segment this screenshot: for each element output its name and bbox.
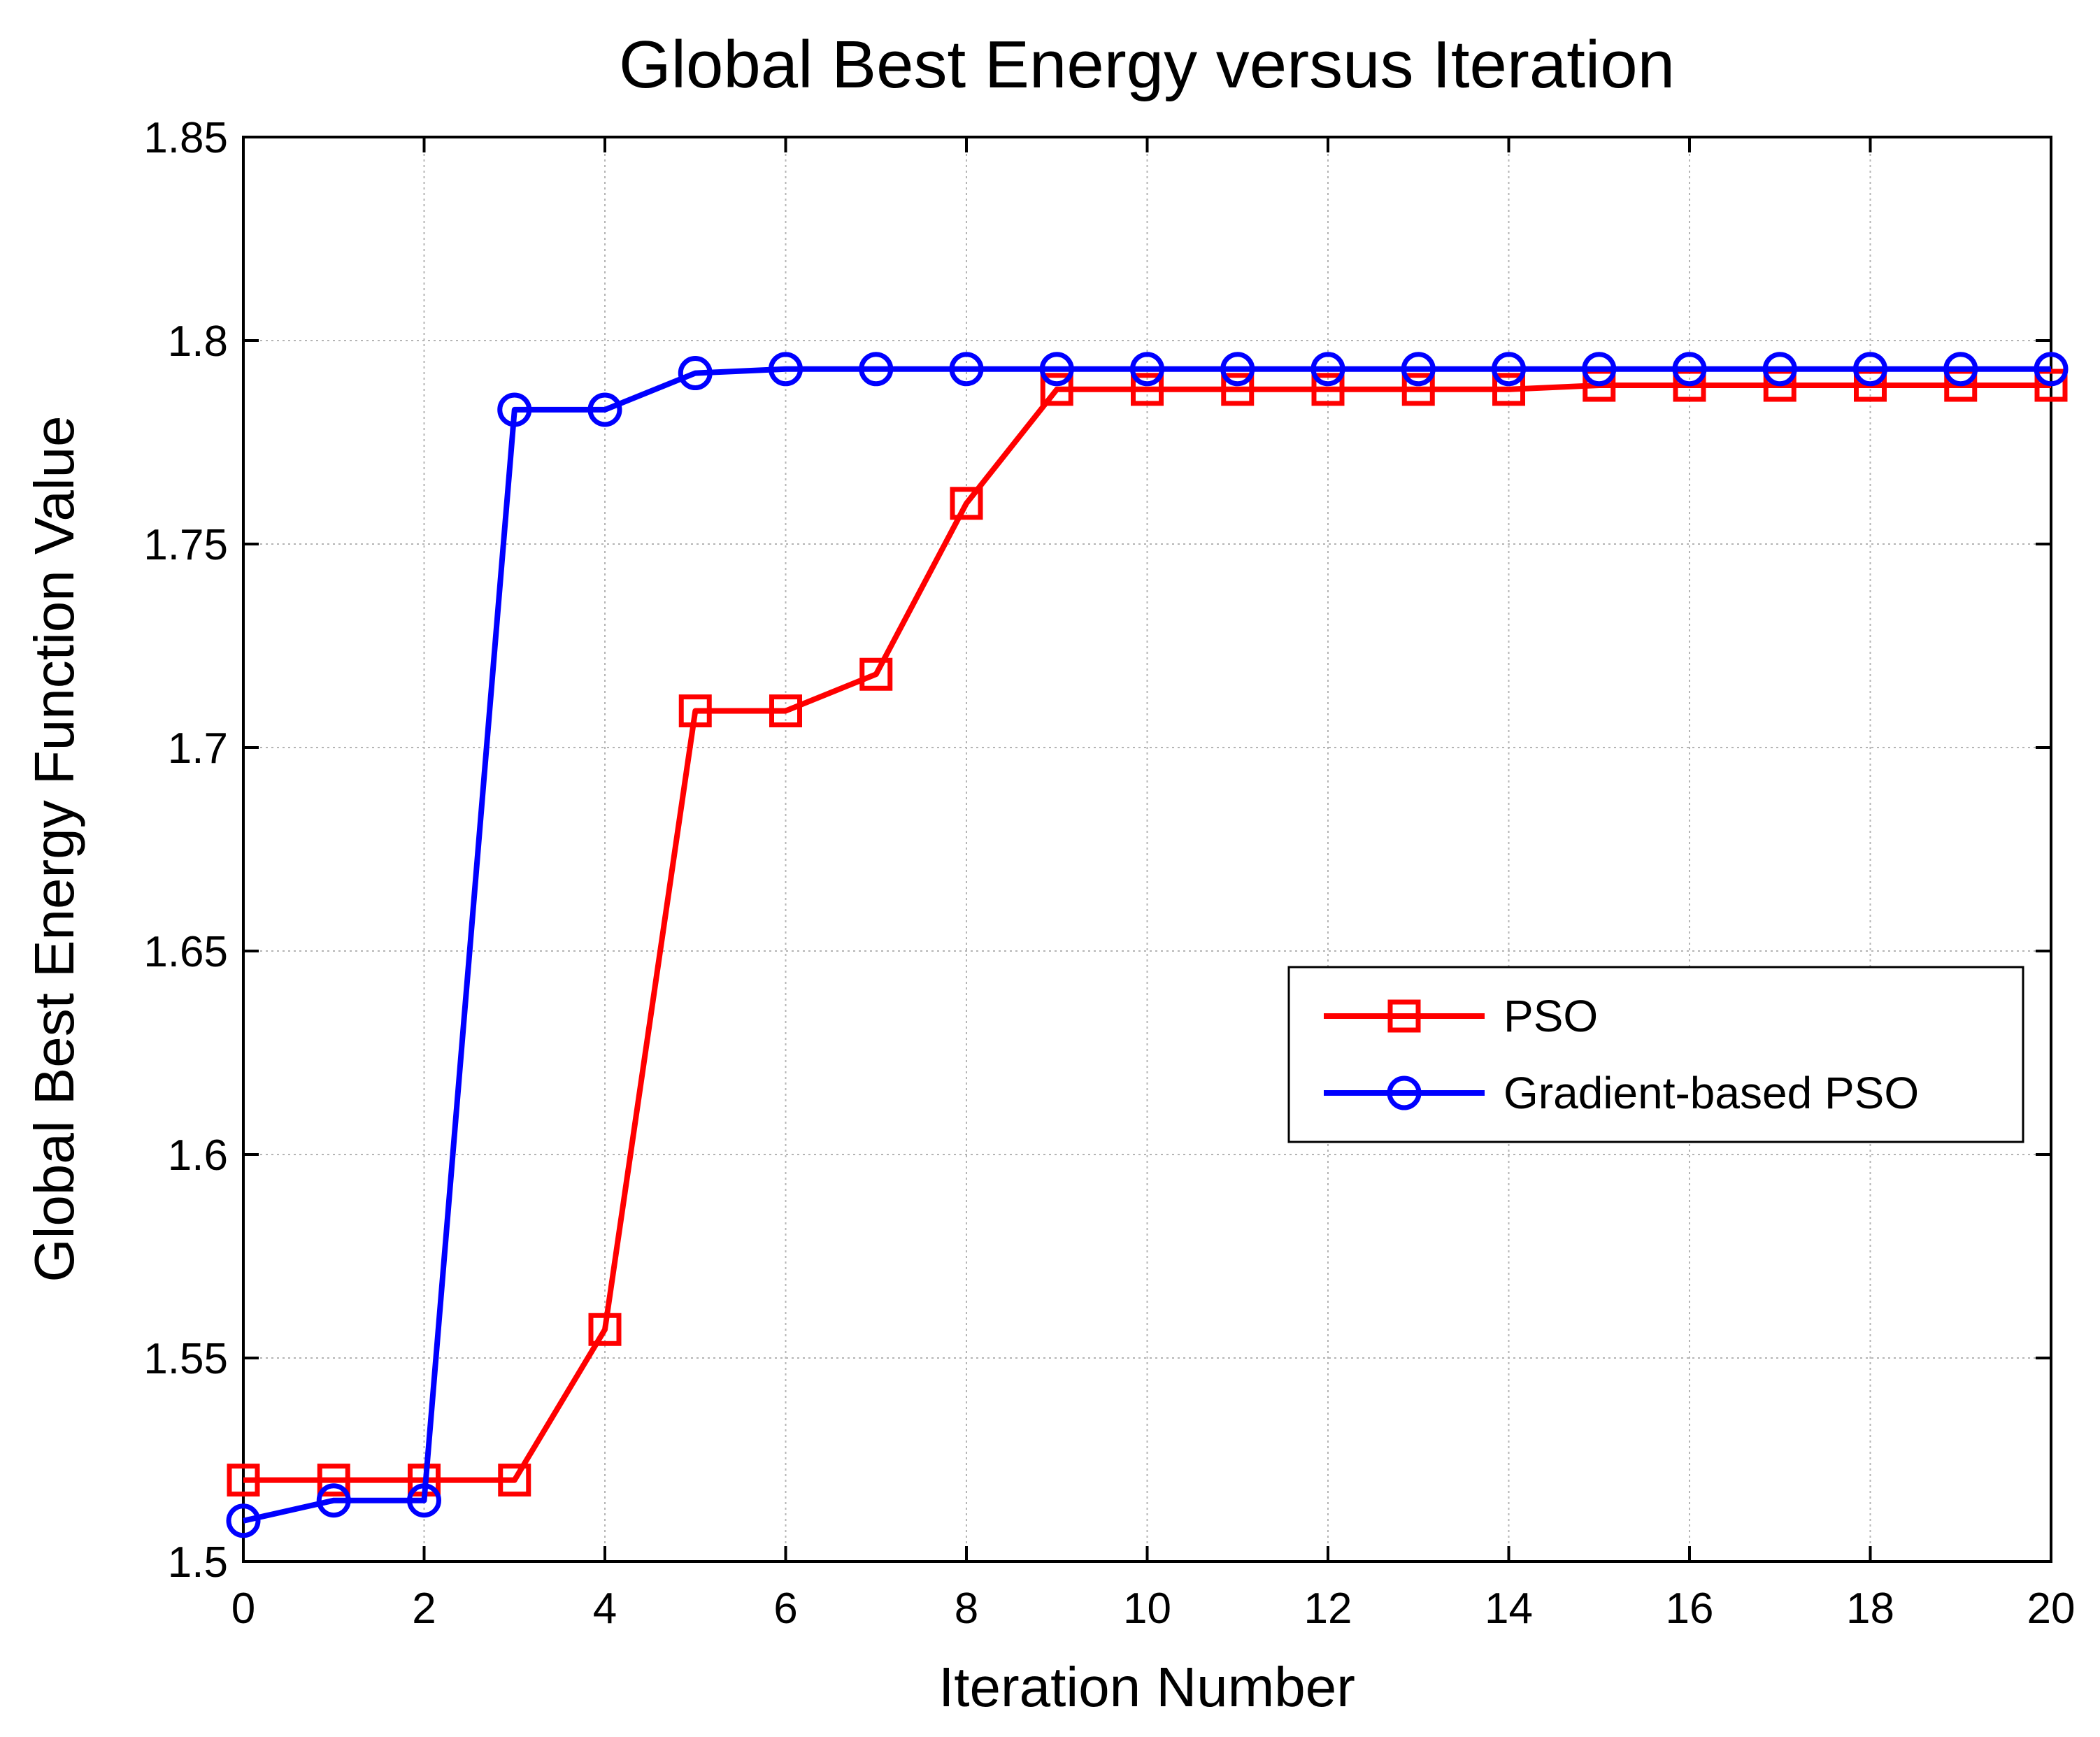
square-marker: [678, 694, 712, 728]
square-marker: [950, 487, 983, 520]
legend-label: PSO: [1503, 991, 1598, 1041]
circle-marker: [678, 356, 713, 391]
tick-marks: [242, 136, 2052, 1563]
circle-marker: [1039, 352, 1074, 387]
circle-marker: [1130, 352, 1164, 387]
legend-square-marker: [1387, 999, 1421, 1033]
x-tick-label: 12: [1304, 1585, 1352, 1633]
circle-marker: [769, 352, 803, 387]
y-tick-labels: 1.5 1.55 1.6 1.65 1.7 1.75 1.8 1.85: [143, 114, 228, 1587]
x-tick-label: 6: [773, 1585, 797, 1633]
circle-marker: [316, 1483, 351, 1518]
y-tick-label: 1.5: [168, 1538, 228, 1587]
series-line: [243, 366, 2051, 1524]
circle-marker: [1943, 352, 1978, 387]
data-series: [226, 352, 2069, 1538]
circle-marker: [1310, 352, 1345, 387]
square-marker: [1131, 373, 1164, 406]
square-marker: [1040, 373, 1073, 406]
x-tick-labels: 0 2 4 6 8 10 12 14 16 18 20: [231, 1585, 2076, 1633]
x-tick-label: 16: [1666, 1585, 1714, 1633]
circle-marker: [587, 392, 622, 427]
circle-marker: [1672, 352, 1707, 387]
x-axis-label: Iteration Number: [938, 1656, 1355, 1718]
x-tick-label: 20: [2027, 1585, 2076, 1633]
circle-marker: [1401, 352, 1436, 387]
x-tick-label: 2: [412, 1585, 436, 1633]
legend: PSO Gradient-based PSO: [1287, 966, 2024, 1143]
square-marker: [1311, 373, 1345, 406]
square-marker: [769, 694, 802, 728]
legend-box: [1287, 966, 2024, 1143]
y-tick-label: 1.85: [143, 114, 228, 162]
series-line: [243, 383, 2051, 1483]
square-marker: [498, 1464, 531, 1497]
y-tick-label: 1.7: [168, 724, 228, 773]
y-tick-label: 1.8: [168, 317, 228, 366]
square-marker: [859, 657, 893, 691]
circle-marker: [949, 352, 984, 387]
square-marker: [588, 1313, 622, 1346]
y-tick-label: 1.75: [143, 521, 228, 569]
square-marker: [1221, 373, 1255, 406]
legend-label: Gradient-based PSO: [1503, 1068, 1919, 1118]
y-tick-label: 1.65: [143, 928, 228, 976]
circle-marker: [1853, 352, 1887, 387]
x-tick-label: 14: [1485, 1585, 1533, 1633]
series-gradient-based-pso: [226, 352, 2069, 1538]
y-axis-label: Global Best Energy Function Value: [23, 415, 85, 1282]
circle-marker: [226, 1503, 261, 1538]
x-tick-label: 18: [1846, 1585, 1894, 1633]
circle-marker: [1762, 352, 1797, 387]
legend-item: Gradient-based PSO: [1324, 1068, 1919, 1118]
x-tick-label: 0: [231, 1585, 255, 1633]
square-marker: [1492, 373, 1525, 406]
legend-item: PSO: [1324, 991, 1598, 1041]
square-marker: [1401, 373, 1435, 406]
circle-marker: [1492, 352, 1526, 387]
square-marker: [317, 1464, 350, 1497]
circle-marker: [1220, 352, 1255, 387]
x-tick-label: 8: [955, 1585, 978, 1633]
y-tick-label: 1.55: [143, 1335, 228, 1383]
circle-marker: [1582, 352, 1617, 387]
x-tick-label: 10: [1123, 1585, 1171, 1633]
circle-marker: [407, 1483, 441, 1518]
circle-marker: [497, 392, 532, 427]
circle-marker: [2034, 352, 2069, 387]
x-tick-label: 4: [593, 1585, 617, 1633]
square-marker: [227, 1464, 260, 1497]
circle-marker: [859, 352, 894, 387]
y-tick-label: 1.6: [168, 1131, 228, 1180]
chart-title: Global Best Energy versus Iteration: [619, 27, 1675, 102]
legend-circle-marker: [1387, 1075, 1422, 1110]
